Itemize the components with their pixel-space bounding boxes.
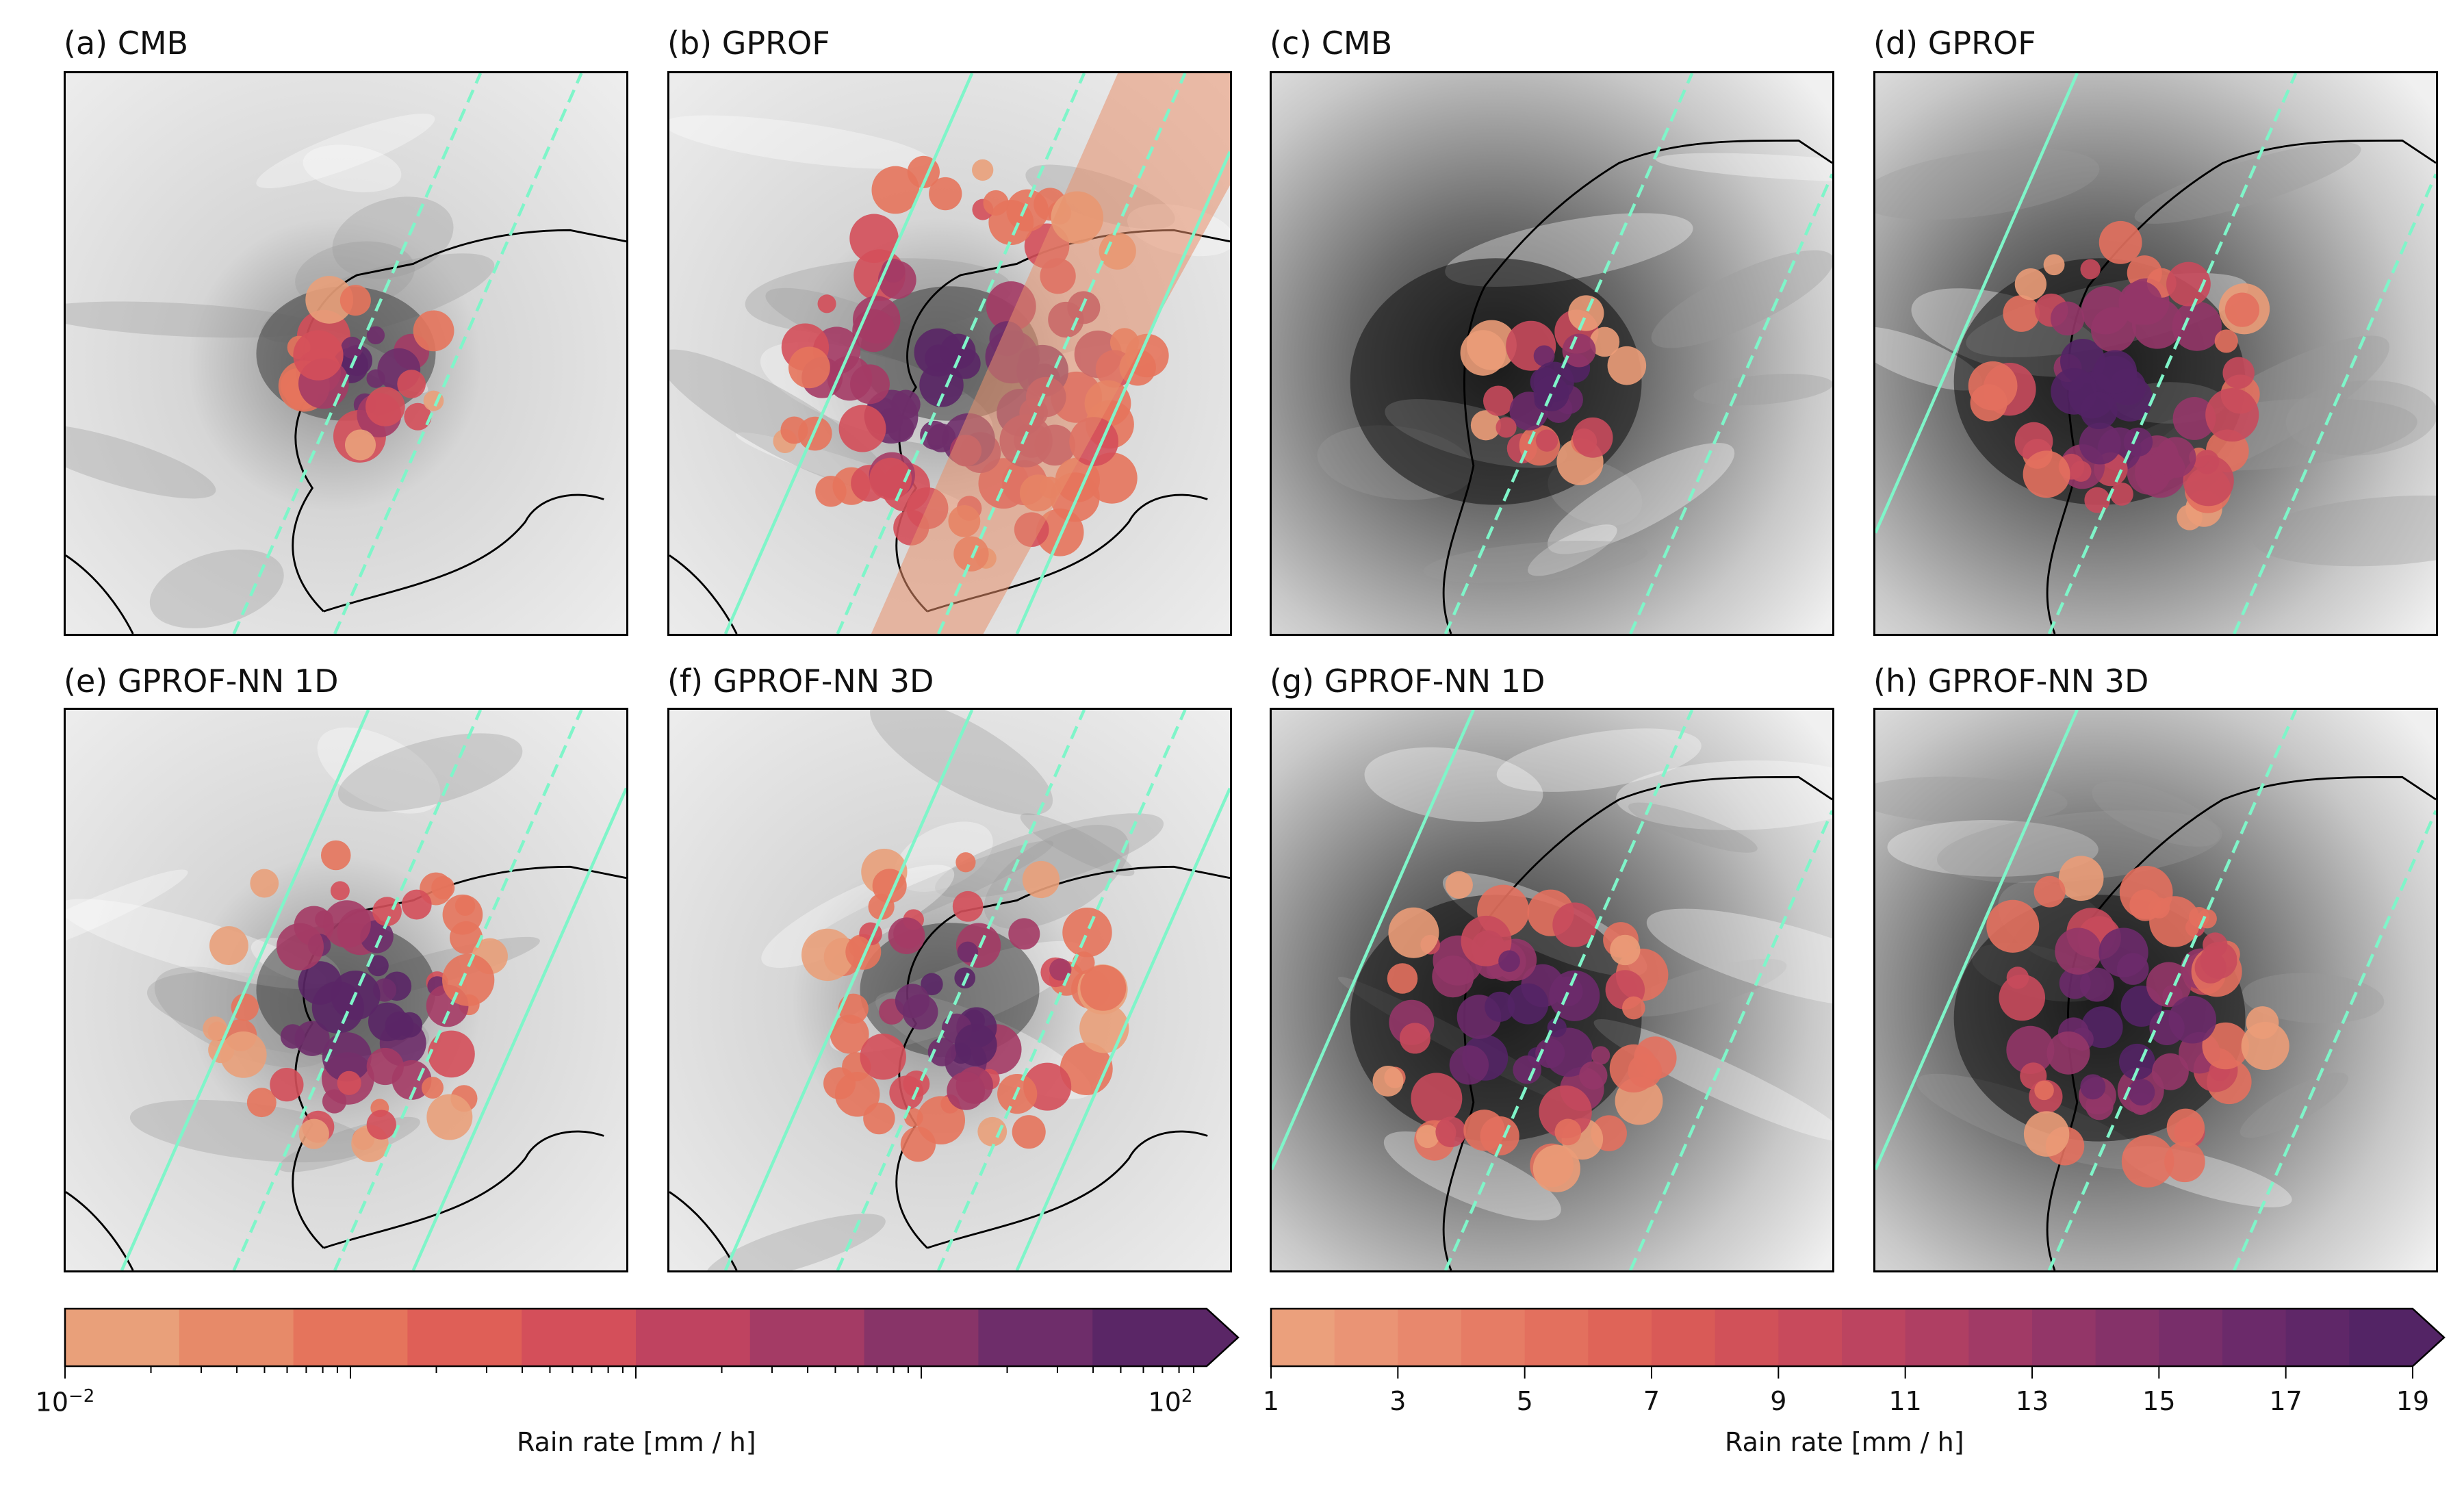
outer-swath-line	[1272, 710, 1475, 1170]
inner-swath-line	[1629, 173, 1832, 634]
colorbar-segment	[2159, 1309, 2223, 1366]
colorbar-linear-tick-label: 11	[1888, 1386, 1922, 1416]
colorbar-segment	[1968, 1309, 2033, 1366]
colorbar-linear-tick-label: 3	[1389, 1386, 1407, 1416]
inner-swath-line	[836, 710, 1086, 1270]
panel-e-title: (e) GPROF-NN 1D	[64, 663, 339, 700]
colorbar-linear-tick-label: 17	[2269, 1386, 2302, 1416]
panel-f-title: (f) GPROF-NN 3D	[667, 663, 934, 700]
colorbar-log-strip	[64, 1307, 1240, 1379]
panel-g-title: (g) GPROF-NN 1D	[1270, 663, 1545, 700]
colorbar-segment	[2222, 1309, 2287, 1366]
colorbar-log-tick-max: 102	[1148, 1386, 1193, 1418]
colorbar-segment	[1271, 1309, 1335, 1366]
map-graphic	[66, 710, 626, 1270]
colorbar-segment	[522, 1309, 637, 1366]
outer-swath-line	[120, 710, 370, 1270]
panel-b-title: (b) GPROF	[667, 25, 830, 62]
inner-swath-line	[1629, 810, 1832, 1270]
colorbar-segment	[1524, 1309, 1589, 1366]
panel-d-title: (d) GPROF	[1873, 25, 2036, 62]
colorbar-segment	[1778, 1309, 1843, 1366]
inner-swath-line	[232, 73, 483, 634]
colorbar-extend-arrow	[1207, 1309, 1238, 1366]
colorbar-segment	[1092, 1309, 1207, 1366]
panel-c-map	[1270, 71, 1834, 636]
colorbar-segment	[407, 1309, 522, 1366]
inner-swath-line	[836, 73, 1086, 634]
colorbar-linear-tick-label: 9	[1770, 1386, 1787, 1416]
colorbar-linear-tick-label: 1	[1262, 1386, 1280, 1416]
panel-h-title: (h) GPROF-NN 3D	[1873, 663, 2149, 700]
colorbar-linear-label: Rain rate [mm / h]	[1725, 1427, 1964, 1457]
panel-a-map	[64, 71, 628, 636]
inner-swath-line	[2047, 710, 2298, 1270]
colorbar-segment	[1905, 1309, 1969, 1366]
panel-f-map	[667, 708, 1232, 1272]
colorbar-linear-strip	[1270, 1307, 2446, 1379]
panel-g-map	[1270, 708, 1834, 1272]
map-graphic	[669, 710, 1230, 1270]
panel-d-map	[1873, 71, 2438, 636]
colorbar-log-tick-min: 10−2	[35, 1386, 95, 1418]
map-graphic	[1875, 73, 2436, 634]
colorbar-segment	[1398, 1309, 1462, 1366]
colorbar-segment	[1334, 1309, 1398, 1366]
colorbar-segment	[636, 1309, 751, 1366]
colorbar-segment	[749, 1309, 865, 1366]
panel-b-map	[667, 71, 1232, 636]
outer-swath-line	[1875, 710, 2079, 1170]
colorbar-segment	[2349, 1309, 2413, 1366]
colorbar-segment	[179, 1309, 294, 1366]
outer-swath-line	[411, 787, 626, 1270]
colorbar-segment	[65, 1309, 180, 1366]
colorbar-segment	[2285, 1309, 2350, 1366]
panel-c-title: (c) CMB	[1270, 25, 1393, 62]
inner-swath-line	[333, 710, 583, 1270]
map-graphic	[1875, 710, 2436, 1270]
inner-swath-line	[937, 710, 1187, 1270]
outer-swath-line	[1015, 151, 1230, 634]
inner-swath-line	[1443, 710, 1694, 1270]
inner-swath-line	[2233, 173, 2436, 634]
inner-swath-line	[232, 710, 483, 1270]
colorbar-segment	[978, 1309, 1093, 1366]
panel-e-map	[64, 708, 628, 1272]
colorbar-log-label: Rain rate [mm / h]	[517, 1427, 756, 1457]
colorbar-linear-tick-label: 5	[1516, 1386, 1533, 1416]
outer-swath-line	[1015, 787, 1230, 1270]
colorbar-linear-tick-label: 13	[2015, 1386, 2049, 1416]
map-graphic	[1272, 73, 1832, 634]
map-graphic	[66, 73, 626, 634]
colorbar-segment	[2095, 1309, 2159, 1366]
inner-swath-line	[2233, 810, 2436, 1270]
colorbar-segment	[1715, 1309, 1779, 1366]
colorbar-segment	[864, 1309, 979, 1366]
colorbar-linear-tick-label: 15	[2142, 1386, 2176, 1416]
colorbar-segment	[1652, 1309, 1716, 1366]
colorbar-linear-tick-label: 7	[1643, 1386, 1660, 1416]
colorbar-segment	[1461, 1309, 1526, 1366]
inner-swath-line	[2047, 73, 2298, 634]
colorbar-linear-tick-label: 19	[2396, 1386, 2430, 1416]
colorbar-extend-arrow	[2413, 1309, 2444, 1366]
colorbar-segment	[1842, 1309, 1906, 1366]
inner-swath-line	[333, 73, 583, 634]
outer-swath-line	[723, 710, 974, 1270]
panel-h-map	[1873, 708, 2438, 1272]
inner-swath-line	[1443, 73, 1694, 634]
outer-swath-line	[723, 73, 974, 634]
map-graphic	[669, 73, 1230, 634]
colorbar-segment	[2032, 1309, 2096, 1366]
colorbar-segment	[1588, 1309, 1652, 1366]
panel-a-title: (a) CMB	[64, 25, 189, 62]
map-graphic	[1272, 710, 1832, 1270]
inner-swath-line	[937, 73, 1187, 634]
colorbar-segment	[293, 1309, 408, 1366]
outer-swath-line	[1875, 73, 2079, 534]
